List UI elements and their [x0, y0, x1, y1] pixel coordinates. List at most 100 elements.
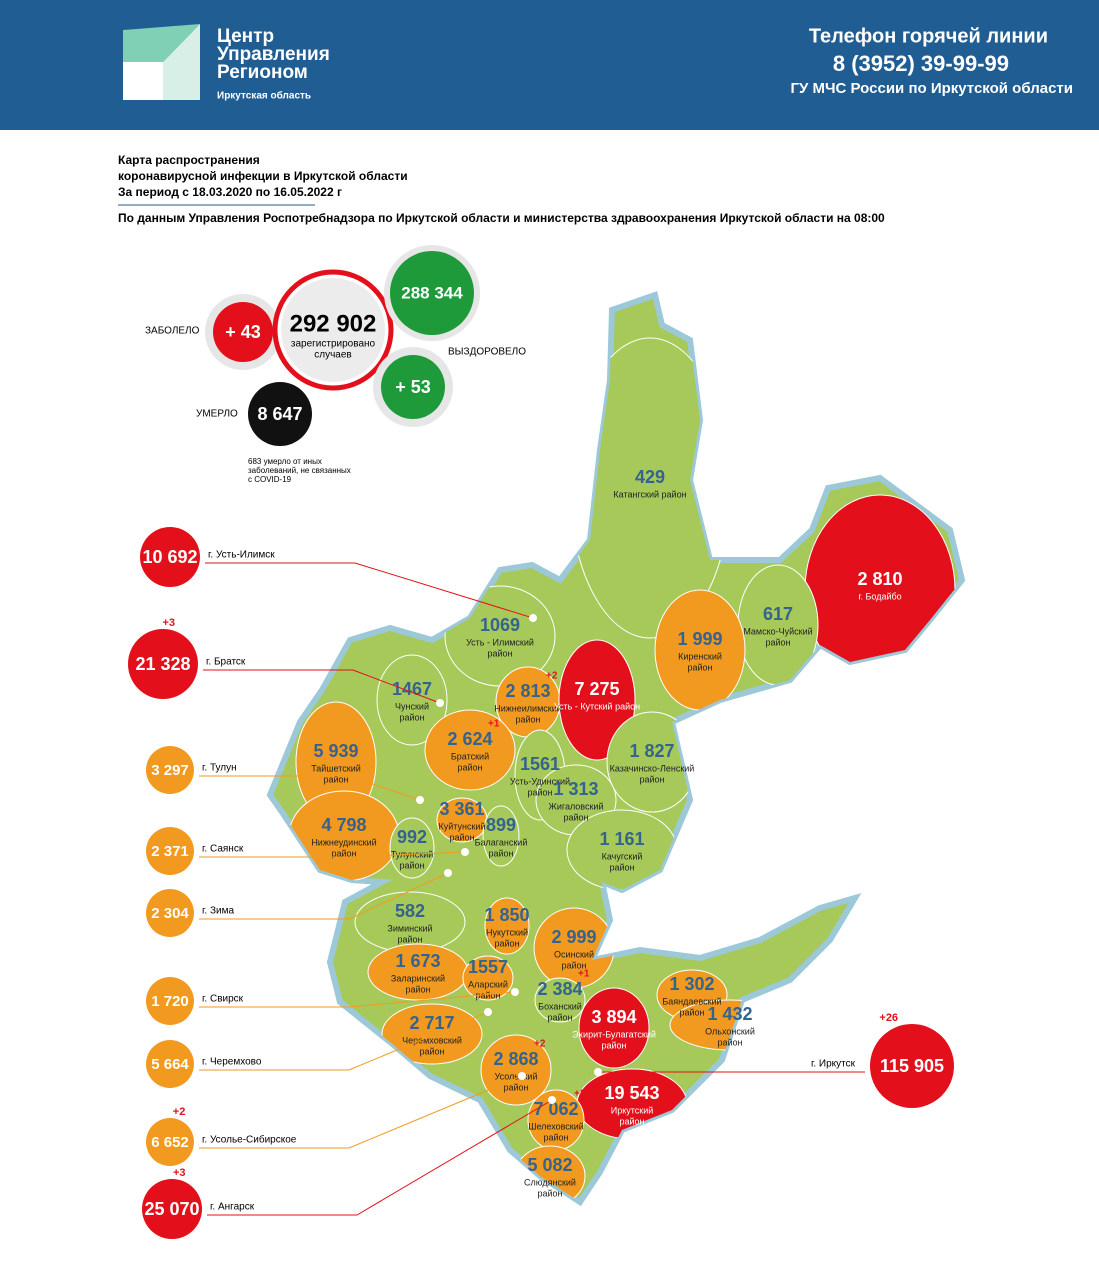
died: 8 647: [257, 404, 302, 424]
infected-new: + 43: [225, 322, 261, 342]
district-name: Слюдянский: [524, 1177, 576, 1187]
city-name: г. Черемхово: [202, 1057, 262, 1068]
logo-text: Управления: [217, 44, 330, 65]
district-area: [288, 790, 400, 882]
district-delta: +2: [534, 1039, 546, 1050]
district-area: [424, 709, 516, 791]
leader-line: [199, 991, 516, 1008]
city-value: 3 297: [151, 762, 189, 779]
district-value: 429: [635, 467, 665, 487]
hotline-org: ГУ МЧС России по Иркутской области: [791, 80, 1073, 97]
district-name: район: [609, 862, 634, 872]
district-value: 3 894: [591, 1007, 636, 1027]
district-name: Балаганский: [475, 837, 528, 847]
district-name: Жигаловский: [549, 801, 604, 811]
title-line: коронавирусной инфекции в Иркутской обла…: [118, 169, 408, 183]
city-marker: [444, 869, 452, 877]
city-value: 5 664: [151, 1056, 189, 1073]
city-value: 2 371: [151, 843, 189, 860]
total-caption: зарегистрировано: [291, 339, 376, 350]
district-area: [558, 639, 636, 761]
district-name: Черемховский: [402, 1035, 462, 1045]
district-value: 4 798: [321, 815, 366, 835]
note: с COVID-19: [248, 475, 292, 484]
city-circle: [146, 889, 194, 937]
district-area: [389, 817, 435, 879]
leader-line: [199, 872, 449, 920]
leader-line: [199, 851, 466, 858]
total: 292 902: [290, 310, 377, 337]
city-marker: [529, 614, 537, 622]
hotline-phone: 8 (3952) 39-99-99: [833, 51, 1009, 76]
district-name: Усть-Удинский: [510, 776, 570, 786]
district-value: 1 302: [669, 974, 714, 994]
logo-region: Иркутская область: [217, 90, 311, 102]
district-name: Чунский: [395, 701, 429, 711]
district-area: [534, 977, 586, 1023]
city-delta: +26: [879, 1012, 898, 1024]
district-name: район: [331, 848, 356, 858]
city-circle: [142, 1179, 202, 1239]
district-value: 992: [397, 827, 427, 847]
district-name: район: [537, 1188, 562, 1198]
district-value: 899: [486, 815, 516, 835]
district-name: район: [515, 714, 540, 724]
district-area: [381, 1003, 483, 1065]
district-name: район: [487, 648, 512, 658]
district-name: Эхирит-Булагатский: [572, 1029, 656, 1039]
leader-line: [207, 1099, 553, 1216]
city-circle: [870, 1024, 954, 1108]
district-value: 2 813: [505, 681, 550, 701]
city-name: г. Саянск: [202, 844, 244, 855]
city-circle: [146, 1040, 194, 1088]
district-value: 2 999: [551, 927, 596, 947]
district-value: 19 543: [604, 1083, 659, 1103]
city-marker: [518, 1072, 526, 1080]
district-name: Катангский район: [613, 489, 686, 499]
district-name: Казачинско-Ленский: [610, 763, 695, 773]
district-value: 3 361: [439, 799, 484, 819]
city-circle: [146, 827, 194, 875]
district-name: г. Бодайбо: [858, 591, 901, 601]
district-name: Нижнеилимский: [494, 703, 562, 713]
leader-line: [199, 775, 421, 801]
district-value: 2 624: [447, 729, 492, 749]
district-delta: +2: [546, 671, 558, 682]
district-name: район: [399, 712, 424, 722]
city-value: 21 328: [135, 654, 190, 674]
district-area: [737, 564, 819, 686]
district-value: 2 810: [857, 569, 902, 589]
district-value: 1 673: [395, 951, 440, 971]
district-value: 5 082: [527, 1155, 572, 1175]
district-value: 1 850: [484, 905, 529, 925]
district-name: Усть - Кутский район: [554, 701, 640, 711]
district-name: Баяндаевский: [662, 996, 721, 1006]
district-value: 2 717: [409, 1013, 454, 1033]
district-value: 7 062: [533, 1099, 578, 1119]
recovered-total: 288 344: [401, 283, 463, 302]
city-circle: [146, 746, 194, 794]
city-name: г. Братск: [206, 657, 246, 668]
district-name: Боханский: [538, 1001, 582, 1011]
city-value: 25 070: [144, 1199, 199, 1219]
district-name: Нижнеудинский: [311, 837, 376, 847]
logo: [123, 24, 200, 100]
city-value: 10 692: [142, 547, 197, 567]
cities: 10 692 г. Усть-Илимск 21 328 г. Братск +3 3 2…: [128, 527, 954, 1239]
died-label: УМЕРЛО: [196, 409, 238, 420]
district-name: район: [399, 860, 424, 870]
city-value: 1 720: [151, 993, 189, 1010]
district-labels: 429 Катангский район 2 810 г. Бодайбо 617 Мам…: [311, 467, 902, 1199]
district-name: район: [457, 762, 482, 772]
district-value: 1 827: [629, 741, 674, 761]
district-name: район: [419, 1046, 444, 1056]
city-name: г. Свирск: [202, 994, 244, 1005]
district-name: Братский: [451, 751, 489, 761]
district-name: район: [527, 787, 552, 797]
city-marker: [511, 988, 519, 996]
city-circle: [146, 977, 194, 1025]
city-name: г. Усолье-Сибирское: [202, 1134, 297, 1146]
city-value: 6 652: [151, 1134, 189, 1151]
district-delta: +2: [574, 1089, 586, 1100]
district-name: Шелеховский: [528, 1121, 584, 1131]
